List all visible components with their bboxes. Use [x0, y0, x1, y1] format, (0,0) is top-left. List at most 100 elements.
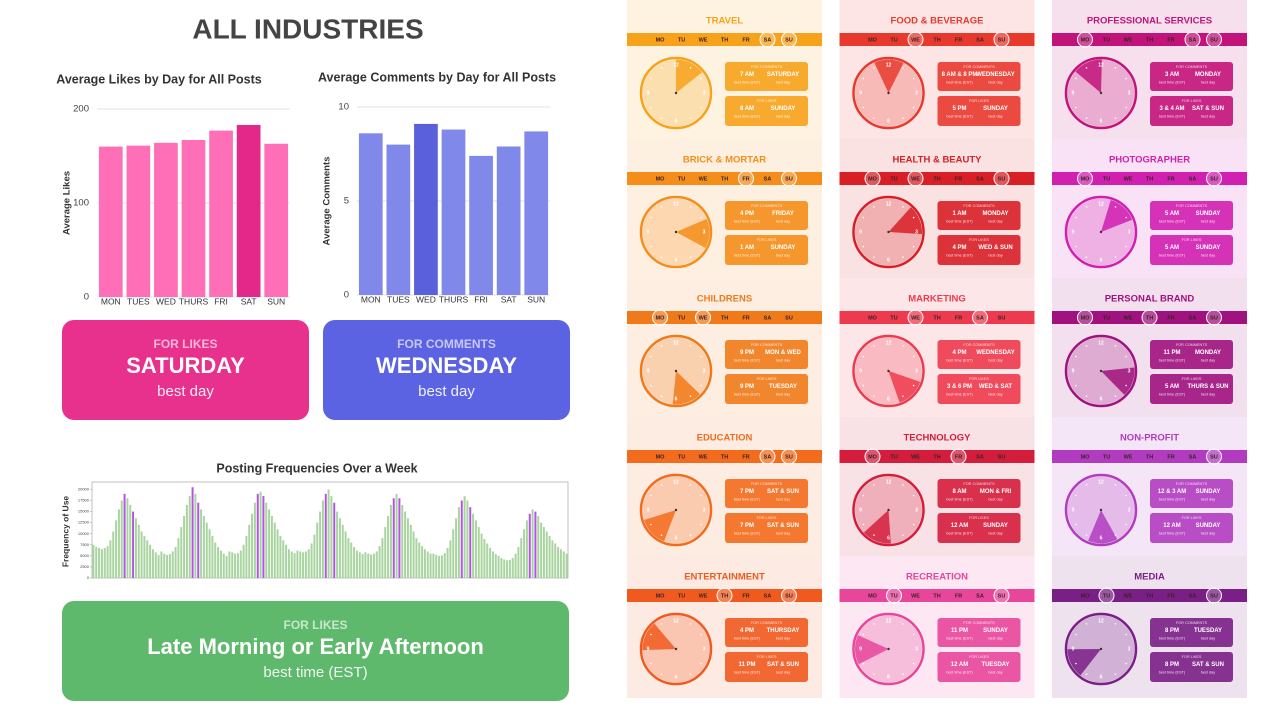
bar — [446, 547, 449, 578]
day-highlight — [738, 170, 754, 187]
box-label: FOR LIKES — [757, 655, 777, 659]
day-caption: best day — [988, 81, 1002, 85]
best-time: 8 AM & 8 PM — [942, 72, 978, 78]
weekday: SU — [1210, 37, 1218, 43]
weekday: MO — [1081, 315, 1091, 321]
clock-number: 9 — [1072, 646, 1075, 652]
info-box — [725, 618, 808, 647]
bar — [214, 542, 217, 578]
bar — [449, 540, 452, 578]
day-strip — [839, 589, 1035, 602]
weekday: FR — [955, 37, 962, 43]
weekday: TU — [678, 315, 685, 321]
x-tick-label: FRI — [474, 294, 488, 304]
weekday: FR — [955, 176, 962, 182]
clock-tick — [1114, 67, 1117, 69]
clock-tick — [1085, 256, 1088, 258]
card-kicker: FOR COMMENTS — [397, 337, 496, 351]
day-highlight — [907, 309, 924, 326]
weekday: FR — [1167, 315, 1174, 321]
clock-number: 12 — [673, 340, 679, 346]
bar — [409, 524, 412, 578]
clock-tick — [1125, 77, 1127, 80]
bar — [262, 496, 265, 578]
best-day: FRIDAY — [772, 211, 794, 217]
clock-tick — [902, 484, 904, 486]
info-box — [937, 62, 1021, 91]
weekday: MO — [656, 315, 666, 321]
weekday: TH — [933, 315, 940, 321]
day-caption: best day — [776, 498, 790, 502]
bar — [307, 549, 310, 578]
box-label: FOR LIKES — [969, 516, 989, 520]
bar — [270, 516, 273, 578]
bar — [392, 498, 395, 578]
weekday: TH — [1146, 454, 1153, 460]
best-time: 4 PM — [952, 245, 966, 251]
clock-tick — [1114, 395, 1117, 397]
clock-number: 3 — [703, 507, 706, 513]
box-label: FOR LIKES — [969, 238, 989, 242]
clock-tick — [902, 345, 904, 347]
bar — [432, 553, 435, 578]
weekday: TU — [1103, 315, 1110, 321]
day-caption: best day — [1201, 254, 1215, 258]
weekday: TH — [1146, 176, 1153, 182]
bar — [231, 552, 234, 578]
clock-tick — [660, 484, 663, 486]
time-caption: best time (EST) — [734, 115, 761, 119]
time-caption: best time (EST) — [1159, 532, 1186, 536]
clock-wedge — [676, 59, 703, 93]
y-tick-label: 20000 — [78, 486, 90, 491]
clock-center — [887, 508, 890, 512]
bar — [401, 504, 404, 578]
clock-tick — [862, 216, 865, 219]
info-box — [937, 479, 1021, 508]
industry-name: RECREATION — [906, 572, 968, 583]
day-caption: best day — [776, 393, 790, 397]
clock-tick — [1085, 673, 1088, 675]
clock-tick — [700, 633, 702, 636]
clock-tick — [650, 355, 652, 358]
clock-number: 3 — [915, 646, 918, 652]
y-tick-label: 100 — [73, 198, 89, 209]
day-caption: best day — [1201, 115, 1215, 119]
bar — [313, 534, 316, 578]
day-highlight — [907, 31, 924, 48]
clock-center — [887, 91, 890, 95]
weekday: MO — [868, 454, 878, 460]
clock-tick — [650, 106, 652, 109]
best-day: SUNDAY — [983, 106, 1008, 112]
bar — [497, 555, 500, 578]
industry-name: ENTERTAINMENT — [684, 572, 765, 583]
clock-tick — [912, 245, 915, 248]
day-highlight — [781, 448, 797, 465]
clock-number: 9 — [859, 90, 862, 96]
industry-name: MARKETING — [908, 294, 966, 305]
bar — [372, 553, 375, 578]
box-label: FOR COMMENTS — [963, 65, 995, 69]
clock-tick — [912, 355, 915, 358]
weekday: WE — [911, 593, 920, 599]
info-box — [1150, 652, 1233, 682]
clock-number: 9 — [647, 229, 650, 235]
clock-tick — [902, 67, 904, 69]
clock-tick — [1085, 67, 1088, 69]
clock-tick — [660, 67, 663, 69]
clock-number: 3 — [915, 90, 918, 96]
clock-tick — [1114, 117, 1117, 119]
chart-title: Posting Frequencies Over a Week — [216, 461, 417, 475]
card — [62, 601, 569, 701]
industry-name: MEDIA — [1134, 572, 1165, 583]
clock-tick — [1114, 345, 1117, 347]
bar — [440, 555, 443, 578]
clock-number: 3 — [1128, 507, 1131, 513]
best-time: 5 AM — [1165, 211, 1179, 217]
bar — [151, 549, 154, 578]
clock-wedge — [854, 635, 889, 665]
clock-tick — [660, 117, 663, 119]
weekday: FR — [742, 315, 749, 321]
clock-number: 3 — [703, 368, 706, 374]
clock-number: 6 — [887, 674, 890, 680]
clock-tick — [1085, 117, 1088, 119]
